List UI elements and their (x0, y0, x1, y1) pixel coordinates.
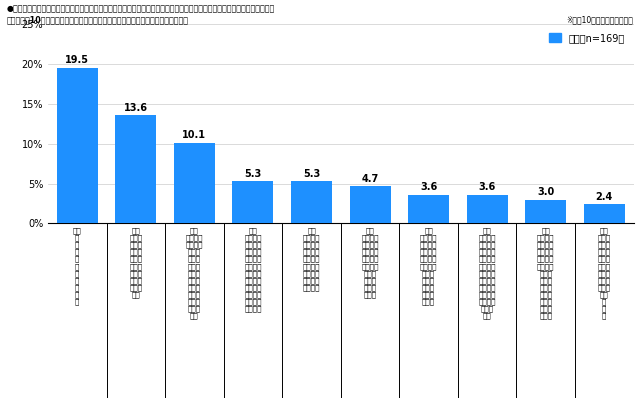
Text: 19.5: 19.5 (65, 55, 90, 65)
Text: （教
楽学文養
な教・楽
ど材事品
～・務）
　楽用、
　玩品教
　具・材
　品・・
　・遅教
　遅　具
　　　、: （教 楽学文養 な教・楽 ど材事品 ～・務） 楽用、 玩品教 具・材 品・・ ・… (244, 227, 262, 312)
Text: 対象：最近10年間に、自分、または同居の家族が消費者被害・トラブルにあった人: 対象：最近10年間に、自分、または同居の家族が消費者被害・トラブルにあった人 (6, 15, 188, 24)
Text: 2.4: 2.4 (596, 192, 613, 202)
Text: 3.0: 3.0 (537, 187, 554, 197)
Bar (115, 115, 156, 223)
Text: 4.7: 4.7 (362, 174, 379, 184)
Text: ●一番最近の自分、または同居家族の消費者被害・トラブルで、被害・トラブルにあった商品・サービス　【単一回答形式】: ●一番最近の自分、または同居家族の消費者被害・トラブルで、被害・トラブルにあった… (6, 5, 275, 14)
Text: （食
料
健
康
品
食
品
を
含
む
）: （食 料 健 康 品 食 品 を 含 む ） (73, 227, 82, 305)
Text: 3.6: 3.6 (479, 182, 496, 192)
Text: （被
靴衣服
・類品
鷥と・
なそ衣
ど衣料
の付雑
～属㚧
　品品
　、: （被 靴衣服 ・類品 鷥と・ なそ衣 ど衣料 の付雑 ～属㚧 品品 、 (129, 227, 143, 298)
Text: （金
金損生融
融害命・
サ保保保
｜険険険
ビな・サ
スど　｜
～の　ビ
　　　ス: （金 金損生融 融害命・ サ保保保 ｜険険険 ビな・サ スど ｜ ～の ビ ス (303, 227, 320, 291)
Text: （土
住建宅地
宅物地・
設・等建
備空の物
も調土・
含・地設
む冷・備
～暖住な
　房宅ど
　な等の
　どの
　の: （土 住建宅地 宅物地・ 設・等建 備空の物 も調土・ 含・地設 む冷・備 ～暖… (479, 227, 496, 319)
Bar (349, 186, 390, 223)
Bar (174, 143, 215, 223)
Bar (525, 200, 566, 223)
Legend: 全体［n=169］: 全体［n=169］ (545, 29, 628, 47)
Text: （住
電も家居
子の事品
レ・・
ン例住
ジえ居
なば内
ど、で
～冷使
　蔵用
　庫す
　・る
　る: （住 電も家居 子の事品 レ・・ ン例住 ジえ居 なば内 ど、で ～冷使 蔵用 … (186, 227, 203, 319)
Bar (291, 181, 332, 223)
Text: 10.1: 10.1 (182, 130, 206, 140)
Bar (408, 195, 449, 223)
Text: （車
等べ自両
のビ動・
通｜車乗
機力・り
用｜自物
具自動
～動車
　カ用
　｜品
　、、: （車 等べ自両 のビ動・ 通｜車乗 機力・り 用｜自物 具自動 ～動車 カ用 ｜… (420, 227, 437, 305)
Bar (584, 204, 625, 223)
Bar (232, 181, 273, 223)
Text: （運
通電輸
信話通
サ・信
ｰ信サ
ビ報ｰ
ス・ビ
・ビス
郵ス・
便、
な
ど
の: （運 通電輸 信話通 サ・信 ｰ信サ ビ報ｰ ス・ビ ・ビス 郵ス・ 便、 な … (598, 227, 611, 319)
Text: 13.6: 13.6 (124, 103, 148, 113)
Text: ※上众10項目を抜粋して表示: ※上众10項目を抜粋して表示 (567, 15, 634, 24)
Bar (467, 195, 508, 223)
Text: （保
コ化医健
ン粹術康
タ品生・
ク・品医
トど医療
レ・療
ンメ用
ズガ具
もネ・
含・サ
む会、
～　む: （保 コ化医健 ン粹術康 タ品生・ ク・品医 トど医療 レ・療 ンメ用 ズガ具 … (537, 227, 554, 319)
Text: （教
サの教養
ｰ目育娯
ビ的・楽
スで趣サ
で趣味｜
受娯ビ
け楽ス
～る娯
　　楽: （教 サの教養 ｰ目育娯 ビ的・楽 スで趣サ で趣味｜ 受娯ビ け楽ス ～る娯 … (362, 227, 379, 298)
Text: 5.3: 5.3 (244, 169, 262, 179)
Text: 5.3: 5.3 (303, 169, 320, 179)
Text: 3.6: 3.6 (420, 182, 437, 192)
Bar (57, 68, 98, 223)
